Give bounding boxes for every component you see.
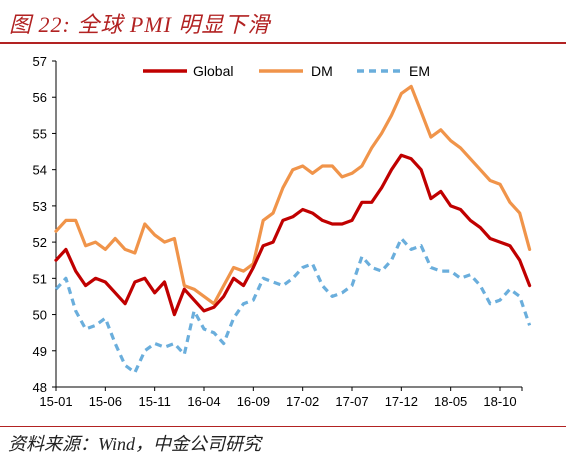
y-tick-label: 55 xyxy=(33,126,47,141)
x-tick-label: 15-11 xyxy=(139,394,171,409)
x-tick-label: 15-06 xyxy=(89,394,122,409)
series-line-em xyxy=(54,236,532,375)
source-note: 资料来源：Wind，中金公司研究 xyxy=(8,434,262,454)
legend-label-global: Global xyxy=(193,63,233,79)
legend-label-em: EM xyxy=(409,63,430,79)
legend-label-dm: DM xyxy=(311,63,333,79)
y-tick-label: 52 xyxy=(33,235,47,250)
x-tick-label: 18-10 xyxy=(483,394,516,409)
x-tick-label: 17-07 xyxy=(335,394,368,409)
y-tick-label: 53 xyxy=(33,199,47,214)
chart-axes: 48 49 50 51 52 53 54 55 56 57 15-01 15-06 15-11 16-04… xyxy=(33,54,523,409)
x-tick-label: 18-05 xyxy=(434,394,467,409)
x-tick-label: 17-12 xyxy=(385,394,418,409)
y-tick-label: 57 xyxy=(33,54,47,69)
title-divider xyxy=(0,42,566,44)
y-tick-label: 56 xyxy=(33,90,47,105)
figure-title: 图 22: 全球 PMI 明显下滑 xyxy=(9,12,271,37)
x-tick-label: 15-01 xyxy=(39,394,72,409)
chart-legend: Global DM EM xyxy=(143,63,430,79)
y-tick-label: 50 xyxy=(33,308,47,323)
source-divider xyxy=(0,426,566,427)
chart-series-lines xyxy=(54,84,532,375)
x-tick-label: 17-02 xyxy=(286,394,319,409)
x-tick-label: 16-09 xyxy=(237,394,270,409)
y-tick-label: 54 xyxy=(33,163,47,178)
y-tick-label: 51 xyxy=(33,271,47,286)
line-chart: 48 49 50 51 52 53 54 55 56 57 15-01 15-06 15-11 16-04… xyxy=(33,54,532,409)
y-tick-label: 48 xyxy=(33,380,47,395)
y-tick-label: 49 xyxy=(33,344,47,359)
series-line-global xyxy=(54,153,532,317)
series-line-dm xyxy=(54,84,532,306)
x-tick-label: 16-04 xyxy=(187,394,220,409)
